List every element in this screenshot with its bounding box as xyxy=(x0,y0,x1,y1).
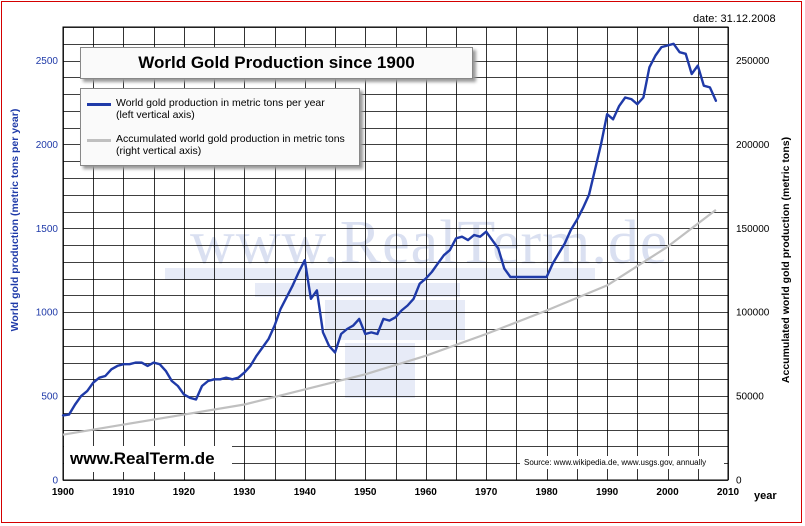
legend-note-accumulated: (right vertical axis) xyxy=(116,145,202,157)
y-right-tick-label: 100000 xyxy=(736,308,770,319)
left-axis-ticks: 0 500 1000 1500 2000 2500 xyxy=(36,56,59,486)
plot-area-border xyxy=(62,26,729,481)
x-tick-label: 1970 xyxy=(475,487,498,498)
y-axis-right-label: Accumulated world gold production (metri… xyxy=(780,136,792,384)
x-tick-label: 1910 xyxy=(112,487,135,498)
y-left-tick-label: 0 xyxy=(52,476,58,487)
source-note: Source: www.wikipedia.de, www.usgs.gov, … xyxy=(520,456,724,469)
legend-label-accumulated: Accumulated world gold production in met… xyxy=(116,133,345,145)
y-right-tick-label: 150000 xyxy=(736,224,770,235)
x-tick-label: 1930 xyxy=(233,487,256,498)
series-layer xyxy=(61,42,718,436)
x-axis-ticks: 1900 1910 1920 1930 1940 1950 1960 1970 1980 1990… xyxy=(52,487,740,498)
x-tick-label: 1940 xyxy=(294,487,317,498)
watermark-bar xyxy=(255,283,460,297)
date-label: date: 31.12.2008 xyxy=(693,13,776,25)
y-right-tick-label: 250000 xyxy=(736,56,770,67)
x-axis-label: year xyxy=(754,490,777,502)
watermark-bar xyxy=(165,268,595,280)
y-right-tick-label: 200000 xyxy=(736,140,770,151)
x-tick-label: 1900 xyxy=(52,487,75,498)
chart-title: World Gold Production since 1900 xyxy=(80,47,473,79)
y-right-tick-label: 0 xyxy=(736,476,742,487)
x-tick-label: 1980 xyxy=(536,487,559,498)
legend-label-annual: World gold production in metric tons per… xyxy=(116,97,325,109)
right-axis-ticks: 0 50000 100000 150000 200000 250000 xyxy=(736,56,770,486)
y-left-tick-label: 2500 xyxy=(36,56,59,67)
legend-swatch-accumulated xyxy=(87,139,111,142)
y-axis-left-label: World gold production (metric tons per y… xyxy=(9,108,21,332)
watermark: www.RealTerm.de xyxy=(190,209,669,277)
site-label: www.RealTerm.de xyxy=(64,446,232,472)
watermark-shapes xyxy=(165,268,595,398)
x-tick-label: 1950 xyxy=(354,487,377,498)
x-tick-label: 2010 xyxy=(717,487,740,498)
x-tick-label: 2000 xyxy=(656,487,679,498)
x-tick-label: 1990 xyxy=(596,487,619,498)
y-left-tick-label: 500 xyxy=(41,392,58,403)
legend: World gold production in metric tons per… xyxy=(80,88,360,166)
y-left-tick-label: 2000 xyxy=(36,140,59,151)
legend-swatch-annual xyxy=(87,103,111,106)
watermark-bar xyxy=(325,300,465,340)
y-right-tick-label: 50000 xyxy=(736,392,764,403)
x-tick-label: 1960 xyxy=(415,487,438,498)
x-tick-label: 1920 xyxy=(173,487,196,498)
legend-note-annual: (left vertical axis) xyxy=(116,109,195,121)
series-line-annual xyxy=(61,42,718,417)
y-left-tick-label: 1500 xyxy=(36,224,59,235)
y-left-tick-label: 1000 xyxy=(36,308,59,319)
series-line-accumulated xyxy=(62,209,717,436)
